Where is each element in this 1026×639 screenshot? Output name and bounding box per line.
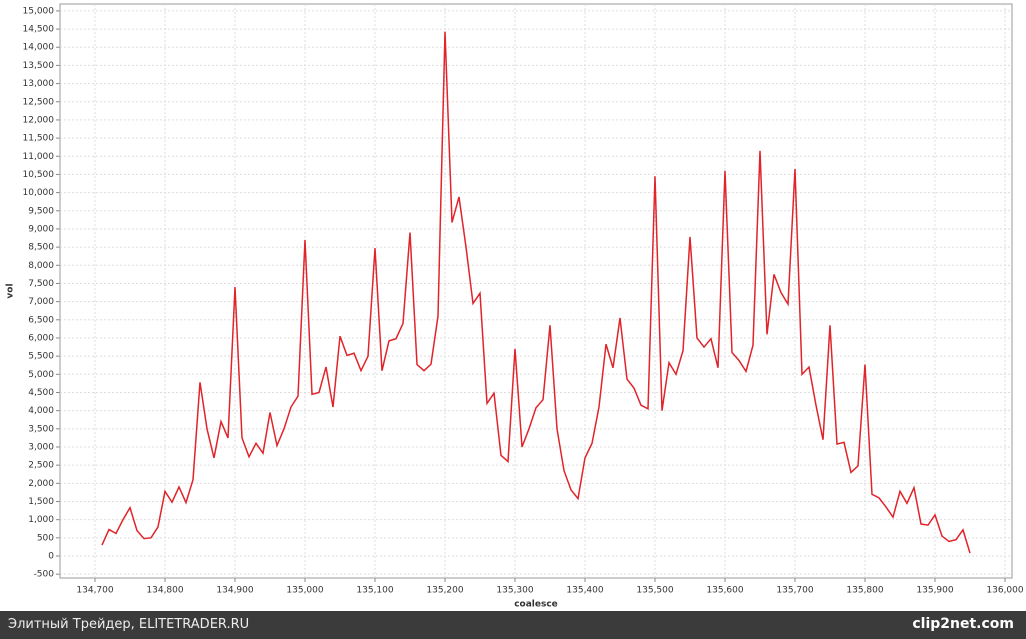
y-tick-label: 6,500 <box>28 315 54 325</box>
y-tick-label: 5,500 <box>28 352 54 362</box>
y-tick-label: 10,500 <box>23 170 55 180</box>
y-tick-label: 7,000 <box>28 297 54 307</box>
y-tick-label: 3,500 <box>28 424 54 434</box>
y-tick-label: 15,000 <box>23 6 55 16</box>
y-tick-label: 12,500 <box>23 97 55 107</box>
y-tick-label: 7,500 <box>28 279 54 289</box>
brand-logo[interactable]: clip2net.com <box>912 616 1014 632</box>
y-tick-label: 14,000 <box>23 43 55 53</box>
y-tick-label: 0 <box>48 552 54 562</box>
y-tick-label: 9,500 <box>28 206 54 216</box>
y-tick-label: 10,000 <box>23 188 55 198</box>
y-tick-label: 4,500 <box>28 388 54 398</box>
y-tick-label: 500 <box>37 533 54 543</box>
y-tick-label: 14,500 <box>23 25 55 35</box>
x-tick-label: 135,000 <box>286 586 323 596</box>
y-tick-label: 1,000 <box>28 515 54 525</box>
x-tick-label: 135,300 <box>496 586 533 596</box>
x-tick-label: 135,800 <box>846 586 883 596</box>
x-tick-label: 136,000 <box>986 586 1023 596</box>
y-tick-label: 11,500 <box>23 134 55 144</box>
x-tick-label: 135,700 <box>776 586 813 596</box>
footer: Элитный Трейдер, ELITETRADER.RU clip2net… <box>0 611 1026 639</box>
plot-area <box>59 3 1013 579</box>
x-tick-label: 135,100 <box>356 586 393 596</box>
y-tick-label: 8,500 <box>28 243 54 253</box>
y-tick-label: 12,000 <box>23 115 55 125</box>
footer-text: Элитный Трейдер, ELITETRADER.RU <box>8 617 250 632</box>
x-tick-label: 134,700 <box>76 586 113 596</box>
y-tick-label: 2,500 <box>28 461 54 471</box>
y-tick-label: 11,000 <box>23 152 55 162</box>
y-tick-label: 3,000 <box>28 442 54 452</box>
y-tick-label: 2,000 <box>28 479 54 489</box>
x-tick-label: 135,600 <box>706 586 743 596</box>
y-tick-label: 5,000 <box>28 370 54 380</box>
y-tick-label: 13,500 <box>23 61 55 71</box>
y-tick-label: -500 <box>34 570 55 580</box>
x-tick-label: 135,400 <box>566 586 603 596</box>
chart: vol coalesce -500 0 500 1,000 1,500 2,000 2,50… <box>6 3 1024 610</box>
y-tick-label: 13,000 <box>23 79 55 89</box>
y-tick-label: 4,000 <box>28 406 54 416</box>
x-tick-label: 135,200 <box>426 586 463 596</box>
y-tick-label: 9,000 <box>28 224 54 234</box>
x-axis-label: coalesce <box>514 600 558 610</box>
y-tick-label: 8,000 <box>28 261 54 271</box>
x-tick-label: 135,500 <box>636 586 673 596</box>
y-axis-label: vol <box>6 283 16 298</box>
x-tick-label: 134,900 <box>216 586 253 596</box>
x-tick-label: 135,900 <box>916 586 953 596</box>
x-tick-label: 134,800 <box>146 586 183 596</box>
y-tick-label: 1,500 <box>28 497 54 507</box>
data-line <box>101 31 971 554</box>
y-tick-label: 6,000 <box>28 333 54 343</box>
